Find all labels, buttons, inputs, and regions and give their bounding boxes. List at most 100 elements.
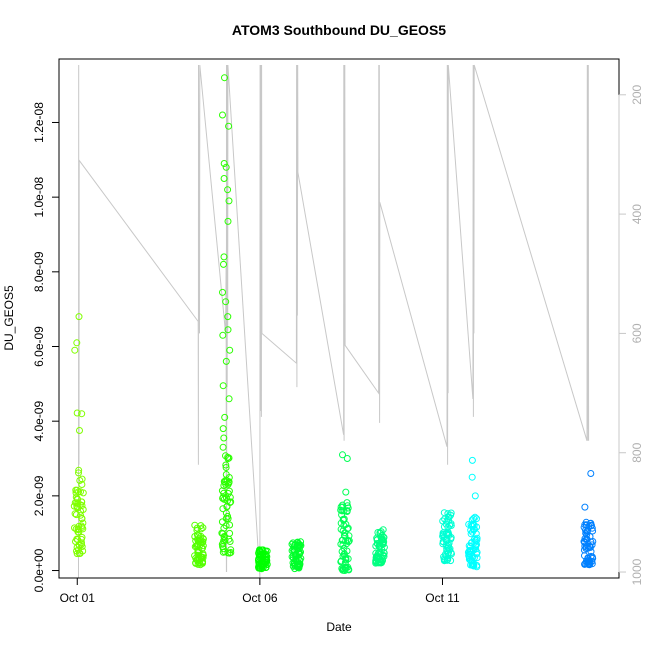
scatter-point xyxy=(193,541,201,549)
scatter-point xyxy=(225,487,233,495)
scatter-point xyxy=(75,313,83,321)
scatter-point xyxy=(73,486,81,494)
scatter-point xyxy=(372,549,380,557)
scatter-point xyxy=(219,331,227,339)
scatter-point xyxy=(472,530,480,538)
scatter-point xyxy=(468,528,476,536)
y-tick-label: 8.0e-09 xyxy=(32,251,46,292)
scatter-point xyxy=(225,454,233,462)
scatter-point xyxy=(343,547,351,555)
scatter-point xyxy=(473,548,481,556)
scatter-point xyxy=(222,452,229,460)
scatter-points xyxy=(70,74,597,574)
scatter-point xyxy=(468,557,476,565)
point-cluster xyxy=(288,538,305,573)
y-tick-label: 1.0e-08 xyxy=(32,176,46,217)
scatter-point xyxy=(262,555,270,563)
scatter-point xyxy=(219,288,226,296)
scatter-point xyxy=(473,554,481,562)
scatter-point xyxy=(220,524,228,532)
y-axis-right: 200 400 600 800 1000 xyxy=(618,84,644,585)
scatter-point xyxy=(197,525,205,533)
point-cluster xyxy=(439,509,455,565)
scatter-point xyxy=(587,522,595,530)
scatter-point xyxy=(226,549,233,557)
scatter-point xyxy=(225,395,233,403)
scatter-point xyxy=(262,550,270,558)
scatter-point xyxy=(78,410,86,418)
profile-series xyxy=(78,64,590,579)
x-axis: Oct 01 Oct 06 Oct 11 xyxy=(60,578,460,605)
scatter-point xyxy=(441,550,449,558)
scatter-point xyxy=(70,502,78,510)
scatter-point xyxy=(341,532,349,540)
scatter-point xyxy=(581,560,589,568)
scatter-point xyxy=(338,507,346,515)
scatter-point xyxy=(473,534,481,542)
y-tick-label: 6.0e-09 xyxy=(32,326,46,367)
scatter-point xyxy=(582,526,589,534)
scatter-point xyxy=(440,509,448,517)
scatter-point xyxy=(76,477,84,484)
scatter-point xyxy=(444,523,452,531)
scatter-point xyxy=(583,531,591,539)
right-y-tick-label: 600 xyxy=(630,323,644,343)
scatter-point xyxy=(220,495,228,503)
scatter-point xyxy=(73,502,81,510)
scatter-point xyxy=(344,504,352,512)
scatter-point xyxy=(472,545,480,553)
scatter-point xyxy=(71,524,78,532)
scatter-point xyxy=(218,540,226,548)
y-tick-label: 0.0e+00 xyxy=(32,548,46,592)
point-cluster xyxy=(464,456,481,571)
scatter-point xyxy=(343,508,351,515)
scatter-point xyxy=(221,74,228,82)
scatter-point xyxy=(473,515,480,523)
scatter-point xyxy=(78,533,86,541)
scatter-point xyxy=(471,513,479,521)
scatter-point xyxy=(345,565,352,573)
scatter-point xyxy=(77,511,84,519)
scatter-point xyxy=(256,564,264,572)
y-tick-label: 4.0e-09 xyxy=(32,401,46,442)
scatter-point xyxy=(582,545,590,552)
scatter-point xyxy=(446,545,454,553)
scatter-point xyxy=(199,524,207,532)
scatter-point xyxy=(443,535,451,543)
scatter-point xyxy=(196,561,204,569)
scatter-point xyxy=(444,543,452,551)
scatter-point xyxy=(224,326,232,334)
scatter-point xyxy=(471,492,479,500)
scatter-point xyxy=(337,506,345,514)
scatter-point xyxy=(339,451,346,459)
scatter-point xyxy=(582,529,590,537)
scatter-point xyxy=(222,298,230,306)
point-cluster xyxy=(70,313,87,558)
scatter-point xyxy=(218,487,226,495)
x-tick-label: Oct 11 xyxy=(425,591,460,605)
scatter-point xyxy=(439,540,447,548)
scatter-point xyxy=(220,260,227,268)
scatter-point xyxy=(221,478,229,486)
scatter-point xyxy=(338,548,346,555)
scatter-point xyxy=(220,175,228,182)
profile-line xyxy=(78,64,590,579)
scatter-point xyxy=(380,549,388,556)
scatter-point xyxy=(224,217,232,225)
scatter-point xyxy=(469,520,477,528)
scatter-point xyxy=(340,566,347,574)
scatter-point xyxy=(221,413,229,421)
scatter-point xyxy=(199,550,207,558)
scatter-point xyxy=(222,461,230,469)
scatter-point xyxy=(296,556,304,564)
right-y-tick-label: 1000 xyxy=(630,558,644,585)
scatter-point xyxy=(73,409,81,417)
scatter-point xyxy=(199,535,207,542)
scatter-point xyxy=(447,535,455,543)
scatter-point xyxy=(222,494,230,502)
scatter-point xyxy=(220,434,228,442)
scatter-point xyxy=(222,357,230,365)
scatter-point xyxy=(372,556,380,564)
